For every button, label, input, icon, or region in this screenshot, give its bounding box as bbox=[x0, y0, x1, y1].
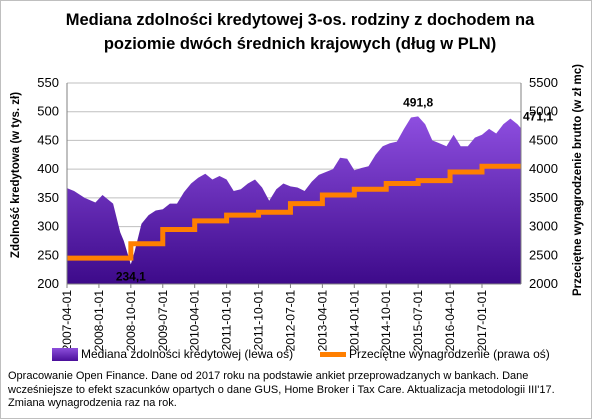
x-tick-label: 2007-04-01 bbox=[60, 290, 74, 352]
left-axis-title: Zdolność kredytowa (w tys. zł) bbox=[10, 92, 22, 258]
y-right-tick-label: 5500 bbox=[529, 75, 558, 90]
y-left-tick-label: 500 bbox=[37, 104, 59, 119]
x-tick-label: 2008-10-01 bbox=[124, 290, 138, 352]
y-right-tick-label: 5000 bbox=[529, 104, 558, 119]
y-left-tick-label: 400 bbox=[37, 161, 59, 176]
x-tick-label: 2014-01-01 bbox=[347, 290, 361, 352]
legend-swatch-line bbox=[320, 351, 346, 357]
y-right-tick-label: 4000 bbox=[529, 161, 558, 176]
legend-swatch-area bbox=[52, 347, 78, 361]
x-tick-label: 2012-07-01 bbox=[283, 290, 297, 352]
legend-label-capacity: Mediana zdolności kredytowej (lewa oś) bbox=[81, 347, 294, 361]
x-tick-label: 2011-01-01 bbox=[220, 290, 234, 351]
x-tick-label: 2009-07-01 bbox=[156, 290, 170, 352]
data-label: 234,1 bbox=[116, 269, 146, 283]
data-label: 471,1 bbox=[523, 109, 553, 123]
series-salary-line bbox=[67, 163, 521, 261]
x-tick-label: 2010-04-01 bbox=[188, 290, 202, 352]
right-axis-title: Przeciętne wynagrodzenie brutto (w zł mc… bbox=[572, 64, 584, 296]
data-label: 491,8 bbox=[403, 95, 433, 109]
x-tick-label: 2016-04-01 bbox=[443, 290, 457, 352]
y-right-tick-label: 3000 bbox=[529, 219, 558, 234]
chart-title: Mediana zdolności kredytowej 3-os. rodzi… bbox=[65, 11, 535, 53]
legend-item-capacity: Mediana zdolności kredytowej (lewa oś) bbox=[52, 347, 293, 361]
legend-item-salary: Przeciętne wynagrodzenie (prawa oś) bbox=[320, 347, 550, 361]
y-left-tick-label: 250 bbox=[37, 247, 59, 262]
y-right-tick-label: 2500 bbox=[529, 247, 558, 262]
legend: Mediana zdolności kredytowej (lewa oś) P… bbox=[52, 347, 572, 365]
y-right-tick-label: 4500 bbox=[529, 132, 558, 147]
series-capacity-area bbox=[67, 116, 521, 285]
legend-label-salary: Przeciętne wynagrodzenie (prawa oś) bbox=[349, 347, 550, 361]
y-right-tick-label: 2000 bbox=[529, 276, 558, 291]
y-right-tick-label: 3500 bbox=[529, 190, 558, 205]
x-tick-label: 2013-04-01 bbox=[315, 290, 329, 352]
x-tick-label: 2008-01-01 bbox=[92, 290, 106, 352]
y-left-tick-label: 300 bbox=[37, 219, 59, 234]
x-tick-label: 2015-07-01 bbox=[411, 290, 425, 352]
x-tick-label: 2017-01-01 bbox=[475, 290, 489, 352]
y-left-tick-label: 350 bbox=[37, 190, 59, 205]
x-tick-label: 2014-10-01 bbox=[379, 290, 393, 352]
y-left-tick-label: 450 bbox=[37, 132, 59, 147]
y-left-tick-label: 200 bbox=[37, 276, 59, 291]
source-note: Opracowanie Open Finance. Dane od 2017 r… bbox=[8, 370, 555, 409]
x-tick-label: 2011-10-01 bbox=[252, 290, 266, 351]
y-left-tick-label: 550 bbox=[37, 75, 59, 90]
